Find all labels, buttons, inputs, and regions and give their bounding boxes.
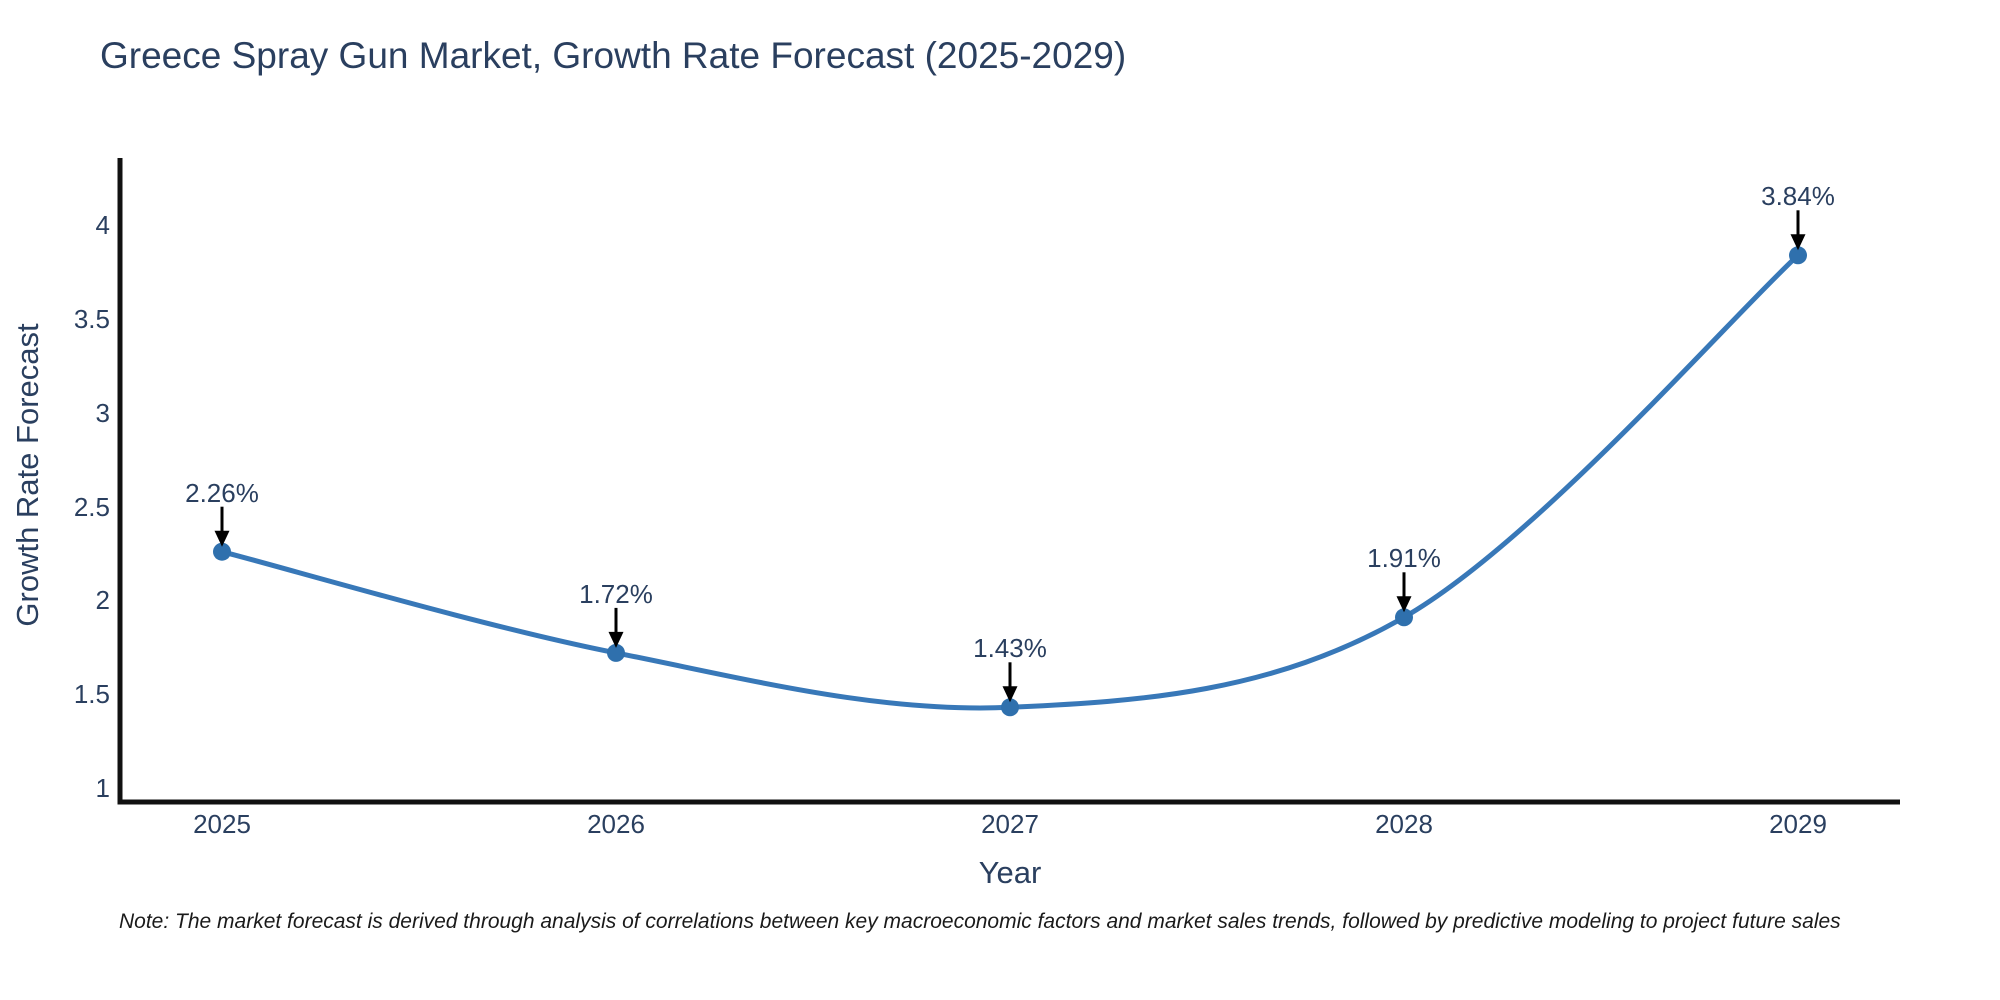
point-value-label-2027: 1.43% bbox=[973, 633, 1047, 663]
y-tick-label-1.5: 1.5 bbox=[73, 679, 110, 709]
y-tick-label-3: 3 bbox=[95, 398, 110, 428]
annotation-arrowhead-icon-2026 bbox=[608, 631, 624, 648]
y-tick-label-2.5: 2.5 bbox=[73, 492, 110, 522]
data-point-marker-2028[interactable] bbox=[1395, 608, 1413, 627]
annotation-arrowhead-icon-2027 bbox=[1002, 686, 1018, 703]
annotation-arrowhead-icon-2025 bbox=[214, 530, 230, 547]
y-tick-label-1: 1 bbox=[95, 773, 110, 803]
point-value-label-2028: 1.91% bbox=[1367, 543, 1441, 573]
axis-lines bbox=[117, 158, 1900, 805]
point-value-label-2029: 3.84% bbox=[1761, 181, 1835, 211]
x-axis-title-text: Year bbox=[978, 855, 1042, 890]
footnote: Note: The market forecast is derived thr… bbox=[119, 910, 1841, 933]
point-value-label-2026: 1.72% bbox=[579, 579, 653, 609]
y-tick-label-2: 2 bbox=[95, 585, 110, 615]
trace-line bbox=[219, 252, 1801, 711]
y-tick-label-3.5: 3.5 bbox=[73, 304, 110, 334]
x-tick-label-2029: 2029 bbox=[1769, 809, 1827, 839]
data-point-marker-2025[interactable] bbox=[213, 542, 231, 561]
x-tick-label-2028: 2028 bbox=[1375, 809, 1433, 839]
data-point-marker-2027[interactable] bbox=[1001, 698, 1019, 717]
x-tick-label-2025: 2025 bbox=[193, 809, 251, 839]
data-point-marker-2026[interactable] bbox=[607, 643, 625, 662]
x-tick-label-2027: 2027 bbox=[981, 809, 1039, 839]
y-tick-label-4: 4 bbox=[95, 210, 110, 240]
annotation-arrowhead-icon-2029 bbox=[1790, 234, 1806, 251]
annotation-arrowhead-icon-2028 bbox=[1396, 596, 1412, 613]
point-value-label-2025: 2.26% bbox=[185, 478, 259, 508]
x-tick-label-2026: 2026 bbox=[587, 809, 645, 839]
data-point-marker-2029[interactable] bbox=[1789, 246, 1807, 265]
y-axis-title: Growth Rate Forecast bbox=[10, 323, 45, 627]
chart-title: Greece Spray Gun Market, Growth Rate For… bbox=[100, 35, 1127, 76]
